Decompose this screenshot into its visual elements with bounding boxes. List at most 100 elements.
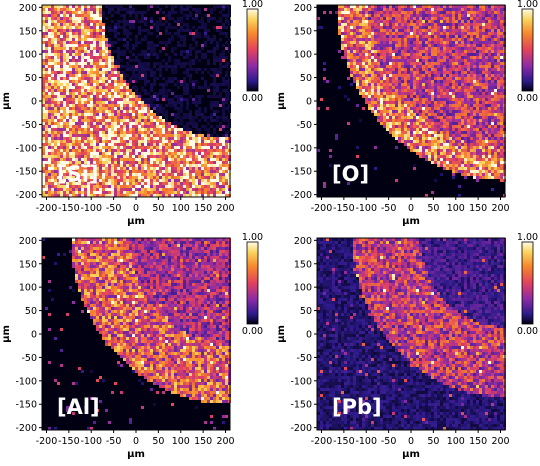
x-axis-label: µm bbox=[402, 449, 420, 460]
y-tick-label: -150 bbox=[15, 400, 37, 411]
y-tick-label: 100 bbox=[294, 283, 312, 294]
y-tick-label: -200 bbox=[15, 423, 37, 434]
x-tick-label: 200 bbox=[491, 436, 509, 447]
x-tick-label: -50 bbox=[381, 436, 397, 447]
colorbar-max-label: 1.00 bbox=[242, 0, 263, 10]
x-tick-label: 50 bbox=[427, 203, 439, 214]
x-tick-label: 0 bbox=[408, 436, 414, 447]
y-tick-label: 50 bbox=[25, 73, 37, 84]
x-tick-label: -50 bbox=[106, 203, 122, 214]
x-tick-label: -150 bbox=[58, 436, 80, 447]
colorbar-max-label: 1.00 bbox=[242, 232, 263, 243]
x-tick-label: -150 bbox=[58, 203, 80, 214]
colorbar-min-label: 0.00 bbox=[517, 93, 538, 104]
x-tick-label: 100 bbox=[172, 203, 190, 214]
map-panel: -200 -150 -100 -50 0 50 100 150 200200150100500-… bbox=[1, 0, 263, 227]
y-tick-label: 150 bbox=[294, 259, 312, 270]
x-tick-label: -200 bbox=[311, 203, 333, 214]
x-tick-label: 100 bbox=[172, 436, 190, 447]
y-tick-label: 200 bbox=[19, 3, 37, 14]
x-tick-label: -100 bbox=[355, 436, 377, 447]
x-tick-label: 50 bbox=[427, 436, 439, 447]
y-tick-label: 0 bbox=[306, 97, 312, 108]
element-label: [Pb] bbox=[332, 395, 382, 419]
y-tick-label: 100 bbox=[19, 50, 37, 61]
x-tick-label: -100 bbox=[80, 436, 102, 447]
x-tick-label: 150 bbox=[469, 436, 487, 447]
x-tick-label: -50 bbox=[381, 203, 397, 214]
colorbar-max-label: 1.00 bbox=[517, 0, 538, 10]
y-tick-label: -100 bbox=[15, 143, 37, 154]
x-tick-label: 150 bbox=[194, 203, 212, 214]
y-axis-label: µm bbox=[276, 92, 287, 110]
x-tick-label: 50 bbox=[152, 203, 164, 214]
x-tick-label: 150 bbox=[469, 203, 487, 214]
x-tick-label: 200 bbox=[491, 203, 509, 214]
x-axis-label: µm bbox=[127, 216, 145, 227]
x-tick-label: -100 bbox=[80, 203, 102, 214]
colorbar bbox=[246, 8, 259, 92]
x-axis-label: µm bbox=[127, 449, 145, 460]
map-panel: -200 -150 -100 -50 0 50 100 150 200200150100500-… bbox=[276, 0, 538, 227]
y-tick-label: 200 bbox=[294, 236, 312, 247]
y-tick-label: 150 bbox=[19, 259, 37, 270]
x-tick-label: -150 bbox=[333, 203, 355, 214]
y-tick-label: -100 bbox=[290, 376, 312, 387]
x-tick-label: 100 bbox=[447, 203, 465, 214]
x-tick-label: 50 bbox=[152, 436, 164, 447]
y-axis-label: µm bbox=[1, 325, 12, 343]
y-tick-label: -200 bbox=[15, 190, 37, 201]
x-tick-label: -200 bbox=[36, 203, 58, 214]
y-tick-label: 0 bbox=[31, 97, 37, 108]
y-tick-label: 0 bbox=[31, 330, 37, 341]
map-panel: -200 -150 -100 -50 0 50 100 150 200200150100500-… bbox=[276, 232, 538, 460]
x-tick-label: 200 bbox=[216, 436, 234, 447]
colorbar-min-label: 0.00 bbox=[517, 326, 538, 337]
y-tick-label: -50 bbox=[21, 353, 37, 364]
colorbar bbox=[246, 241, 259, 325]
x-tick-label: -200 bbox=[36, 436, 58, 447]
y-tick-label: -200 bbox=[290, 190, 312, 201]
x-tick-label: 200 bbox=[216, 203, 234, 214]
x-tick-label: 100 bbox=[447, 436, 465, 447]
map-pixels bbox=[42, 5, 231, 197]
y-tick-label: -150 bbox=[290, 167, 312, 178]
element-label: [Si] bbox=[57, 162, 99, 186]
y-tick-label: 50 bbox=[300, 73, 312, 84]
map-panel: -200 -150 -100 -50 0 50 100 150 200200150100500-… bbox=[1, 232, 263, 460]
y-axis-label: µm bbox=[276, 325, 287, 343]
y-tick-label: -200 bbox=[290, 423, 312, 434]
x-axis-label: µm bbox=[402, 216, 420, 227]
x-tick-label: -150 bbox=[333, 436, 355, 447]
y-tick-label: -50 bbox=[296, 120, 312, 131]
map-pixels bbox=[42, 238, 231, 430]
x-tick-label: -100 bbox=[355, 203, 377, 214]
y-tick-label: 0 bbox=[306, 330, 312, 341]
y-tick-label: 50 bbox=[25, 306, 37, 317]
colorbar bbox=[521, 241, 534, 325]
y-tick-label: -50 bbox=[296, 353, 312, 364]
x-tick-label: -200 bbox=[311, 436, 333, 447]
y-tick-label: -100 bbox=[290, 143, 312, 154]
x-tick-label: 150 bbox=[194, 436, 212, 447]
colorbar-min-label: 0.00 bbox=[242, 326, 263, 337]
map-pixels bbox=[317, 5, 506, 197]
element-label: [O] bbox=[332, 162, 369, 186]
colorbar-min-label: 0.00 bbox=[242, 93, 263, 104]
y-axis-label: µm bbox=[1, 92, 12, 110]
y-tick-label: -150 bbox=[290, 400, 312, 411]
y-tick-label: 100 bbox=[19, 283, 37, 294]
y-tick-label: 200 bbox=[19, 236, 37, 247]
colorbar-max-label: 1.00 bbox=[517, 232, 538, 243]
y-tick-label: 200 bbox=[294, 3, 312, 14]
element-label: [Al] bbox=[57, 395, 100, 419]
x-tick-label: 0 bbox=[408, 203, 414, 214]
colorbar bbox=[521, 8, 534, 92]
y-tick-label: -50 bbox=[21, 120, 37, 131]
y-tick-label: 50 bbox=[300, 306, 312, 317]
y-tick-label: -150 bbox=[15, 167, 37, 178]
y-tick-label: -100 bbox=[15, 376, 37, 387]
x-tick-label: 0 bbox=[133, 436, 139, 447]
y-tick-label: 150 bbox=[19, 26, 37, 37]
